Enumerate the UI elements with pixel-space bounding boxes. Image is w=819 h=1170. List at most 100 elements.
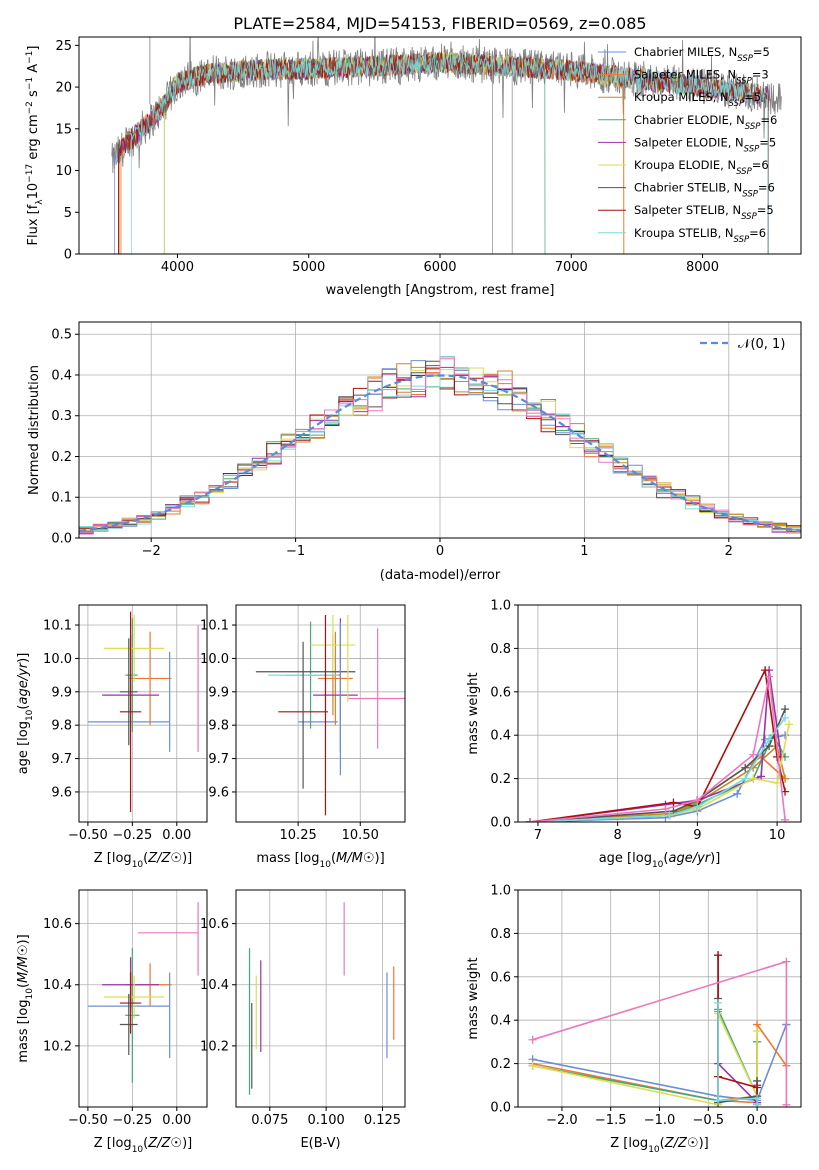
series-marker — [765, 672, 774, 681]
errorbar-point — [119, 993, 138, 1056]
legend-name: Kroupa ELODIE, N — [634, 158, 736, 172]
grid-lines — [79, 605, 207, 822]
series-line — [529, 734, 786, 822]
y-tick-label: 10.4 — [43, 978, 72, 993]
y-tick-label: 20 — [55, 81, 72, 96]
y-axis-label: Normed distribution — [27, 365, 42, 495]
x-tick-label: 8000 — [686, 260, 719, 275]
label-part: )] — [182, 851, 192, 866]
series-marker — [753, 1027, 762, 1036]
x-tick-label: 2 — [725, 544, 733, 559]
label-part: ] — [26, 46, 41, 51]
label-part: age/yr — [16, 661, 31, 704]
plot-area — [528, 951, 791, 1107]
legend-tail: =5 — [744, 90, 761, 104]
label-part: Z/Z☉ — [147, 1136, 182, 1151]
errorbar-point — [310, 615, 356, 676]
label-part: ( — [143, 1136, 148, 1151]
legend-tail: =6 — [749, 226, 766, 240]
x-axis-label: wavelength [Angstrom, rest frame] — [326, 283, 555, 298]
y-tick-label: 0.2 — [490, 1057, 511, 1072]
x-tick-label: 9 — [693, 828, 701, 843]
legend-tail: =6 — [760, 113, 777, 127]
legend-sub: SSP — [729, 99, 745, 109]
x-axis-label: age [log10(age/yr)] — [599, 851, 721, 870]
x-tick-label: 0.00 — [162, 828, 191, 843]
plot-area — [79, 356, 801, 535]
x-tick-label: 8 — [614, 828, 622, 843]
label-part: )] — [710, 851, 720, 866]
series-marker — [753, 1100, 762, 1107]
legend-tail: =6 — [758, 181, 775, 195]
label-part: s — [26, 90, 41, 101]
series-marker — [714, 951, 723, 960]
legend-tail: =5 — [757, 203, 774, 217]
series-marker — [528, 1035, 537, 1044]
label-part: A — [26, 64, 41, 77]
series-marker — [781, 731, 790, 740]
legend-label: Chabrier STELIB, NSSP=6 — [634, 181, 775, 200]
legend-label: Salpeter STELIB, NSSP=5 — [634, 203, 774, 222]
series-marker — [665, 811, 674, 820]
y-axis-label: mass weight — [466, 957, 481, 1039]
y-tick-label: 0.6 — [490, 970, 511, 985]
legend-label: 𝒩(0, 1) — [738, 337, 785, 352]
series — [714, 998, 762, 1107]
x-tick-label: 0.075 — [251, 1113, 288, 1128]
y-tick-label: 10.1 — [200, 619, 229, 634]
label-part: Z/Z☉ — [147, 851, 182, 866]
normal-curve — [79, 374, 801, 532]
legend-label: Kroupa MILES, NSSP=5 — [634, 90, 761, 109]
series-marker — [528, 1061, 537, 1070]
series-marker — [782, 957, 791, 966]
y-tick-label: 0 — [64, 248, 72, 263]
grid-lines — [79, 890, 207, 1107]
series — [525, 666, 786, 822]
axes-frame — [235, 604, 406, 823]
y-tick-label: 0.2 — [490, 772, 511, 787]
series-marker — [753, 1083, 762, 1092]
legend-label: Chabrier ELODIE, NSSP=6 — [634, 113, 777, 132]
label-part: Z [log — [610, 1136, 648, 1151]
series-line — [529, 717, 786, 822]
spectrum-panel: 4000 5000 6000 7000 8000 0 5 10 15 20 25 Chabrier M… — [25, 36, 802, 298]
y-axis-label: mass [log10(M/M☉)] — [16, 934, 35, 1062]
legend-name: Kroupa MILES, N — [634, 90, 729, 104]
legend-name: Chabrier STELIB, N — [634, 181, 742, 195]
series — [714, 951, 762, 1107]
label-part: age [log — [599, 851, 652, 866]
errorbar-point — [125, 948, 140, 1083]
series-marker — [733, 789, 742, 798]
x-tick-label: 1 — [580, 544, 588, 559]
legend-tail: =3 — [752, 68, 769, 82]
x-tick-label: 0.100 — [308, 1113, 345, 1128]
legend-name: Salpeter ELODIE, N — [634, 135, 744, 149]
label-part: )] — [375, 851, 385, 866]
y-tick-label: 9.7 — [51, 752, 72, 767]
label-part: 10 — [132, 1145, 144, 1155]
x-tick-label: −1.0 — [644, 1113, 676, 1128]
x-axis-label: Z [log10(Z/Z☉)] — [610, 1136, 708, 1155]
y-tick-label: 0.5 — [51, 328, 72, 343]
series-marker — [782, 1100, 791, 1107]
errorbar-point — [103, 615, 165, 682]
x-axis-label: Z [log10(Z/Z☉)] — [94, 851, 192, 870]
legend-sub: SSP — [736, 77, 752, 87]
label-part: )] — [16, 653, 31, 663]
y-tick-label: 10.0 — [200, 652, 229, 667]
y-tick-label: 1.0 — [490, 599, 511, 614]
figure-title: PLATE=2584, MJD=54153, FIBERID=0569, z=0… — [233, 14, 646, 33]
plot-area — [525, 666, 794, 822]
x-tick-label: −0.25 — [112, 1113, 152, 1128]
errorbar-point — [103, 975, 165, 1019]
legend-sub: SSP — [737, 54, 753, 64]
y-tick-label: 0.2 — [51, 450, 72, 465]
plot-area — [255, 615, 405, 816]
errorbar-point — [318, 631, 353, 726]
y-tick-label: 9.9 — [208, 685, 229, 700]
errorbar-point — [119, 638, 138, 746]
model-spectrum — [131, 52, 769, 254]
grid-lines — [79, 322, 801, 539]
legend-label: Kroupa STELIB, NSSP=6 — [634, 226, 766, 245]
